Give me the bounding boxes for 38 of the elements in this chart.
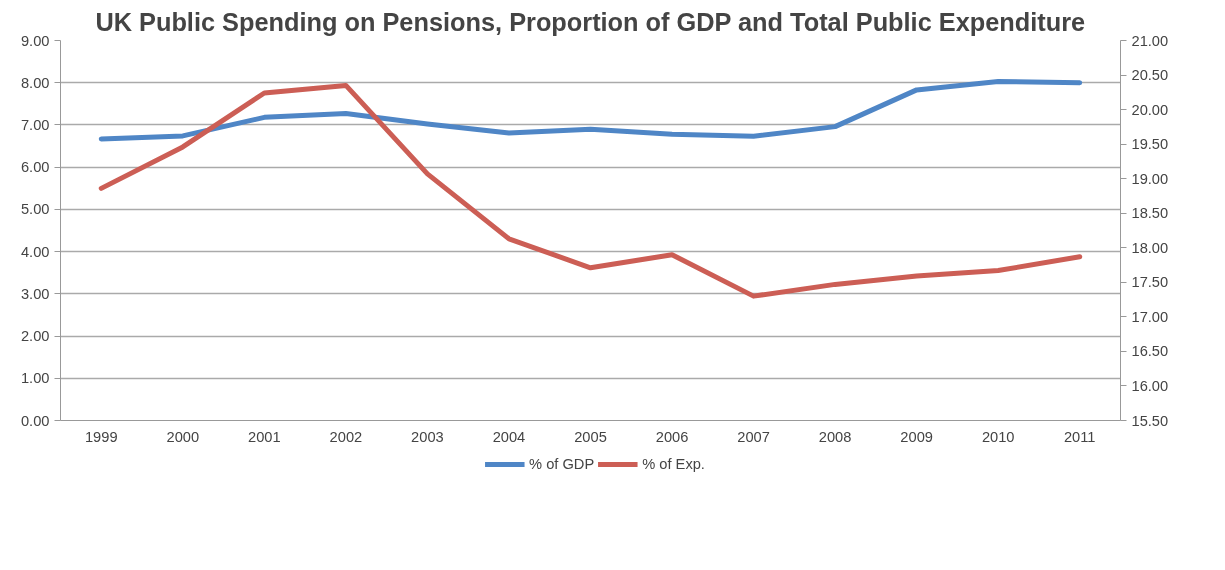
- x-tick-label: 2009: [900, 428, 933, 445]
- x-tick-label: 2008: [818, 428, 852, 445]
- y-tick-label: 1.00: [20, 370, 50, 387]
- y-tick-label: 4.00: [20, 243, 50, 260]
- legend-label: % of Exp.: [642, 456, 705, 472]
- x-tick-label: 2010: [981, 428, 1015, 445]
- x-tick-label: 2001: [248, 428, 281, 445]
- y-tick-label: 2.00: [20, 328, 50, 345]
- x-tick-label: 2011: [1063, 428, 1096, 445]
- y2-tick-label: 16.50: [1131, 343, 1169, 360]
- y-tick-label: 9.00: [20, 32, 50, 49]
- y2-tick-label: 20.50: [1131, 67, 1169, 84]
- x-tick-label: 1999: [84, 428, 118, 445]
- chart-title: UK Public Spending on Pensions, Proportion of GDP and Total Public Expenditure: [95, 7, 1086, 36]
- y-tick-label: 6.00: [20, 159, 50, 176]
- y-tick-label: 8.00: [20, 74, 50, 91]
- y2-tick-label: 18.00: [1131, 239, 1169, 256]
- y2-tick-label: 15.50: [1131, 412, 1169, 429]
- y2-tick-label: 17.00: [1131, 308, 1169, 325]
- x-tick-label: 2002: [329, 428, 363, 445]
- legend-label: % of GDP: [529, 456, 595, 472]
- y2-tick-label: 19.00: [1131, 170, 1169, 187]
- y-tick-label: 0.00: [20, 412, 50, 429]
- x-tick-label: 2003: [411, 428, 444, 445]
- x-tick-label: 2006: [655, 428, 689, 445]
- y2-tick-label: 18.50: [1131, 205, 1169, 222]
- y-tick-label: 5.00: [20, 201, 50, 218]
- y2-tick-label: 16.00: [1131, 377, 1169, 394]
- y-tick-label: 3.00: [20, 285, 50, 302]
- y-tick-label: 7.00: [20, 116, 50, 133]
- y2-tick-label: 20.00: [1131, 101, 1169, 118]
- y2-tick-label: 21.00: [1131, 32, 1169, 49]
- x-tick-label: 2007: [737, 428, 770, 445]
- y2-tick-label: 19.50: [1131, 136, 1169, 153]
- x-tick-label: 2004: [492, 428, 526, 445]
- x-tick-label: 2000: [166, 428, 200, 445]
- y2-tick-label: 17.50: [1131, 274, 1169, 291]
- x-tick-label: 2005: [574, 428, 607, 445]
